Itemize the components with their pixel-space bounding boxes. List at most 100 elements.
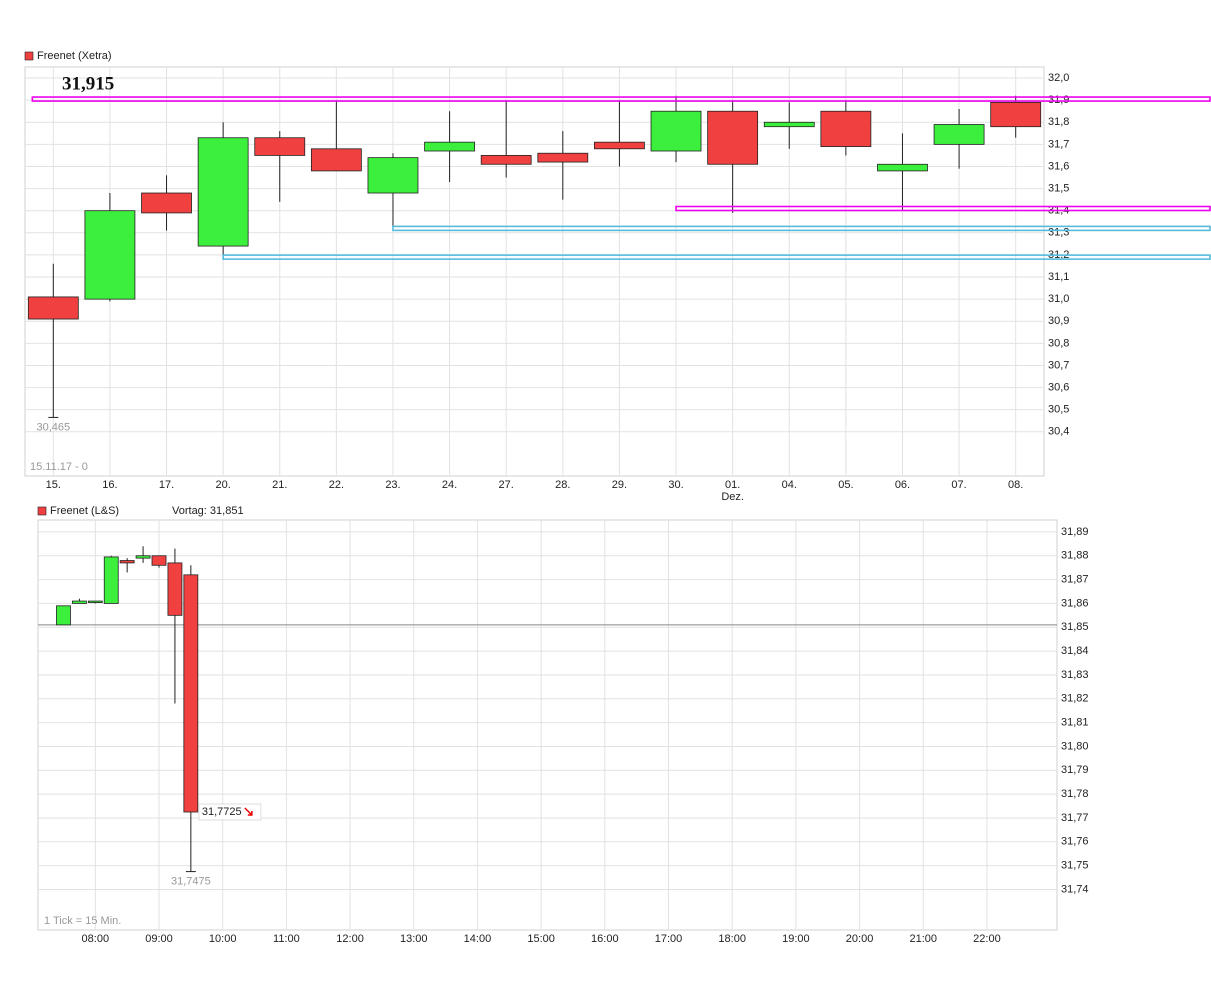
y-tick-label: 31,3	[1048, 227, 1069, 239]
candle-body	[933, 124, 985, 145]
candle-body	[990, 101, 1042, 128]
x-tick-label: 16:00	[591, 933, 619, 945]
x-tick-label: 08:00	[82, 933, 110, 945]
x-tick-label: 29.	[612, 479, 627, 491]
y-tick-label: 30,7	[1048, 359, 1069, 371]
candle-body	[424, 141, 475, 152]
candle-body	[27, 296, 79, 320]
y-tick-label: 31,74	[1061, 883, 1089, 895]
y-tick-label: 31,0	[1048, 293, 1069, 305]
low-label: 30,465	[36, 421, 70, 433]
down-arrow-icon	[244, 807, 253, 816]
y-tick-label: 31,84	[1061, 645, 1089, 657]
candle-body	[707, 110, 759, 165]
x-tick-label: 09:00	[145, 933, 173, 945]
candle-body	[877, 163, 928, 172]
last-value: 31,915	[62, 73, 114, 94]
y-tick-label: 31,75	[1061, 860, 1089, 872]
x-tick-label: 20.	[215, 479, 230, 491]
x-tick-label: 05.	[838, 479, 853, 491]
candle-body	[537, 152, 589, 163]
candle-body	[763, 121, 815, 128]
candle-body	[87, 600, 103, 603]
last-label: 31,7725	[202, 806, 242, 818]
support-line	[392, 225, 1211, 232]
y-tick-label: 31,80	[1061, 740, 1089, 752]
y-tick-label: 31,77	[1061, 812, 1089, 824]
candle-body	[119, 560, 135, 564]
y-tick-label: 31,89	[1061, 526, 1089, 538]
y-tick-label: 31,5	[1048, 183, 1069, 195]
x-tick-label: 21:00	[909, 933, 937, 945]
candle-body	[135, 555, 151, 559]
y-tick-label: 32,0	[1048, 72, 1069, 84]
candle-body	[480, 155, 532, 165]
month-label: Dez.	[721, 491, 744, 503]
candle-body	[367, 157, 419, 194]
candle-body	[197, 137, 249, 247]
x-tick-label: 21.	[272, 479, 287, 491]
y-tick-label: 31,88	[1061, 550, 1089, 562]
x-tick-label: 11:00	[273, 933, 300, 945]
x-tick-label: 17.	[159, 479, 174, 491]
y-tick-label: 31,8	[1048, 116, 1069, 128]
candle-body	[167, 562, 183, 616]
chart-title: Freenet (L&S)	[50, 505, 119, 517]
y-tick-label: 31,76	[1061, 836, 1089, 848]
tick-note: 1 Tick = 15 Min.	[44, 915, 121, 927]
x-tick-label: 28.	[555, 479, 570, 491]
x-tick-label: 07.	[951, 479, 966, 491]
y-tick-label: 31,87	[1061, 573, 1089, 585]
y-tick-label: 31,82	[1061, 693, 1089, 705]
x-tick-label: 04.	[782, 479, 797, 491]
legend-swatch	[24, 51, 34, 61]
y-tick-label: 31,85	[1061, 621, 1089, 633]
candle-body	[254, 137, 306, 156]
y-tick-label: 30,5	[1048, 404, 1069, 416]
date-label: 15.11.17 - 0	[30, 461, 88, 473]
candle-body	[820, 110, 872, 147]
candle-body	[183, 574, 199, 813]
y-tick-label: 31,9	[1048, 94, 1069, 106]
support-line	[222, 254, 1211, 260]
candle-body	[594, 141, 645, 150]
y-tick-label: 30,9	[1048, 315, 1069, 327]
chart-title: Freenet (Xetra)	[37, 50, 112, 62]
x-tick-label: 27.	[499, 479, 514, 491]
candle-body	[650, 110, 702, 152]
x-tick-label: 15.	[46, 479, 61, 491]
x-tick-label: 10:00	[209, 933, 237, 945]
candle-body	[151, 555, 167, 566]
y-tick-label: 31,1	[1048, 271, 1069, 283]
y-tick-label: 31,81	[1061, 717, 1089, 729]
y-tick-label: 31,79	[1061, 764, 1089, 776]
reference-label: Vortag: 31,851	[172, 505, 244, 517]
x-tick-label: 24.	[442, 479, 457, 491]
x-tick-label: 08.	[1008, 479, 1023, 491]
x-tick-label: 16.	[102, 479, 117, 491]
low-label: 31,7475	[171, 876, 211, 888]
y-tick-label: 30,8	[1048, 337, 1069, 349]
y-tick-label: 30,4	[1048, 426, 1069, 438]
plot-area	[37, 519, 1058, 931]
x-tick-label: 18:00	[718, 933, 746, 945]
x-tick-label: 14:00	[464, 933, 492, 945]
candle-body	[103, 556, 119, 604]
y-tick-label: 31,7	[1048, 138, 1069, 150]
y-tick-label: 30,6	[1048, 381, 1069, 393]
x-tick-label: 13:00	[400, 933, 428, 945]
y-tick-label: 31,6	[1048, 160, 1069, 172]
x-tick-label: 17:00	[655, 933, 683, 945]
x-tick-label: 22.	[329, 479, 344, 491]
x-tick-label: 22:00	[973, 933, 1001, 945]
y-tick-label: 31,83	[1061, 669, 1089, 681]
support-line	[675, 205, 1211, 212]
legend-swatch	[37, 506, 47, 516]
x-tick-label: 15:00	[527, 933, 555, 945]
x-tick-label: 23.	[385, 479, 400, 491]
x-tick-label: 01.	[725, 479, 740, 491]
y-tick-label: 31,78	[1061, 788, 1089, 800]
x-tick-label: 30.	[668, 479, 683, 491]
candle-body	[56, 605, 71, 626]
